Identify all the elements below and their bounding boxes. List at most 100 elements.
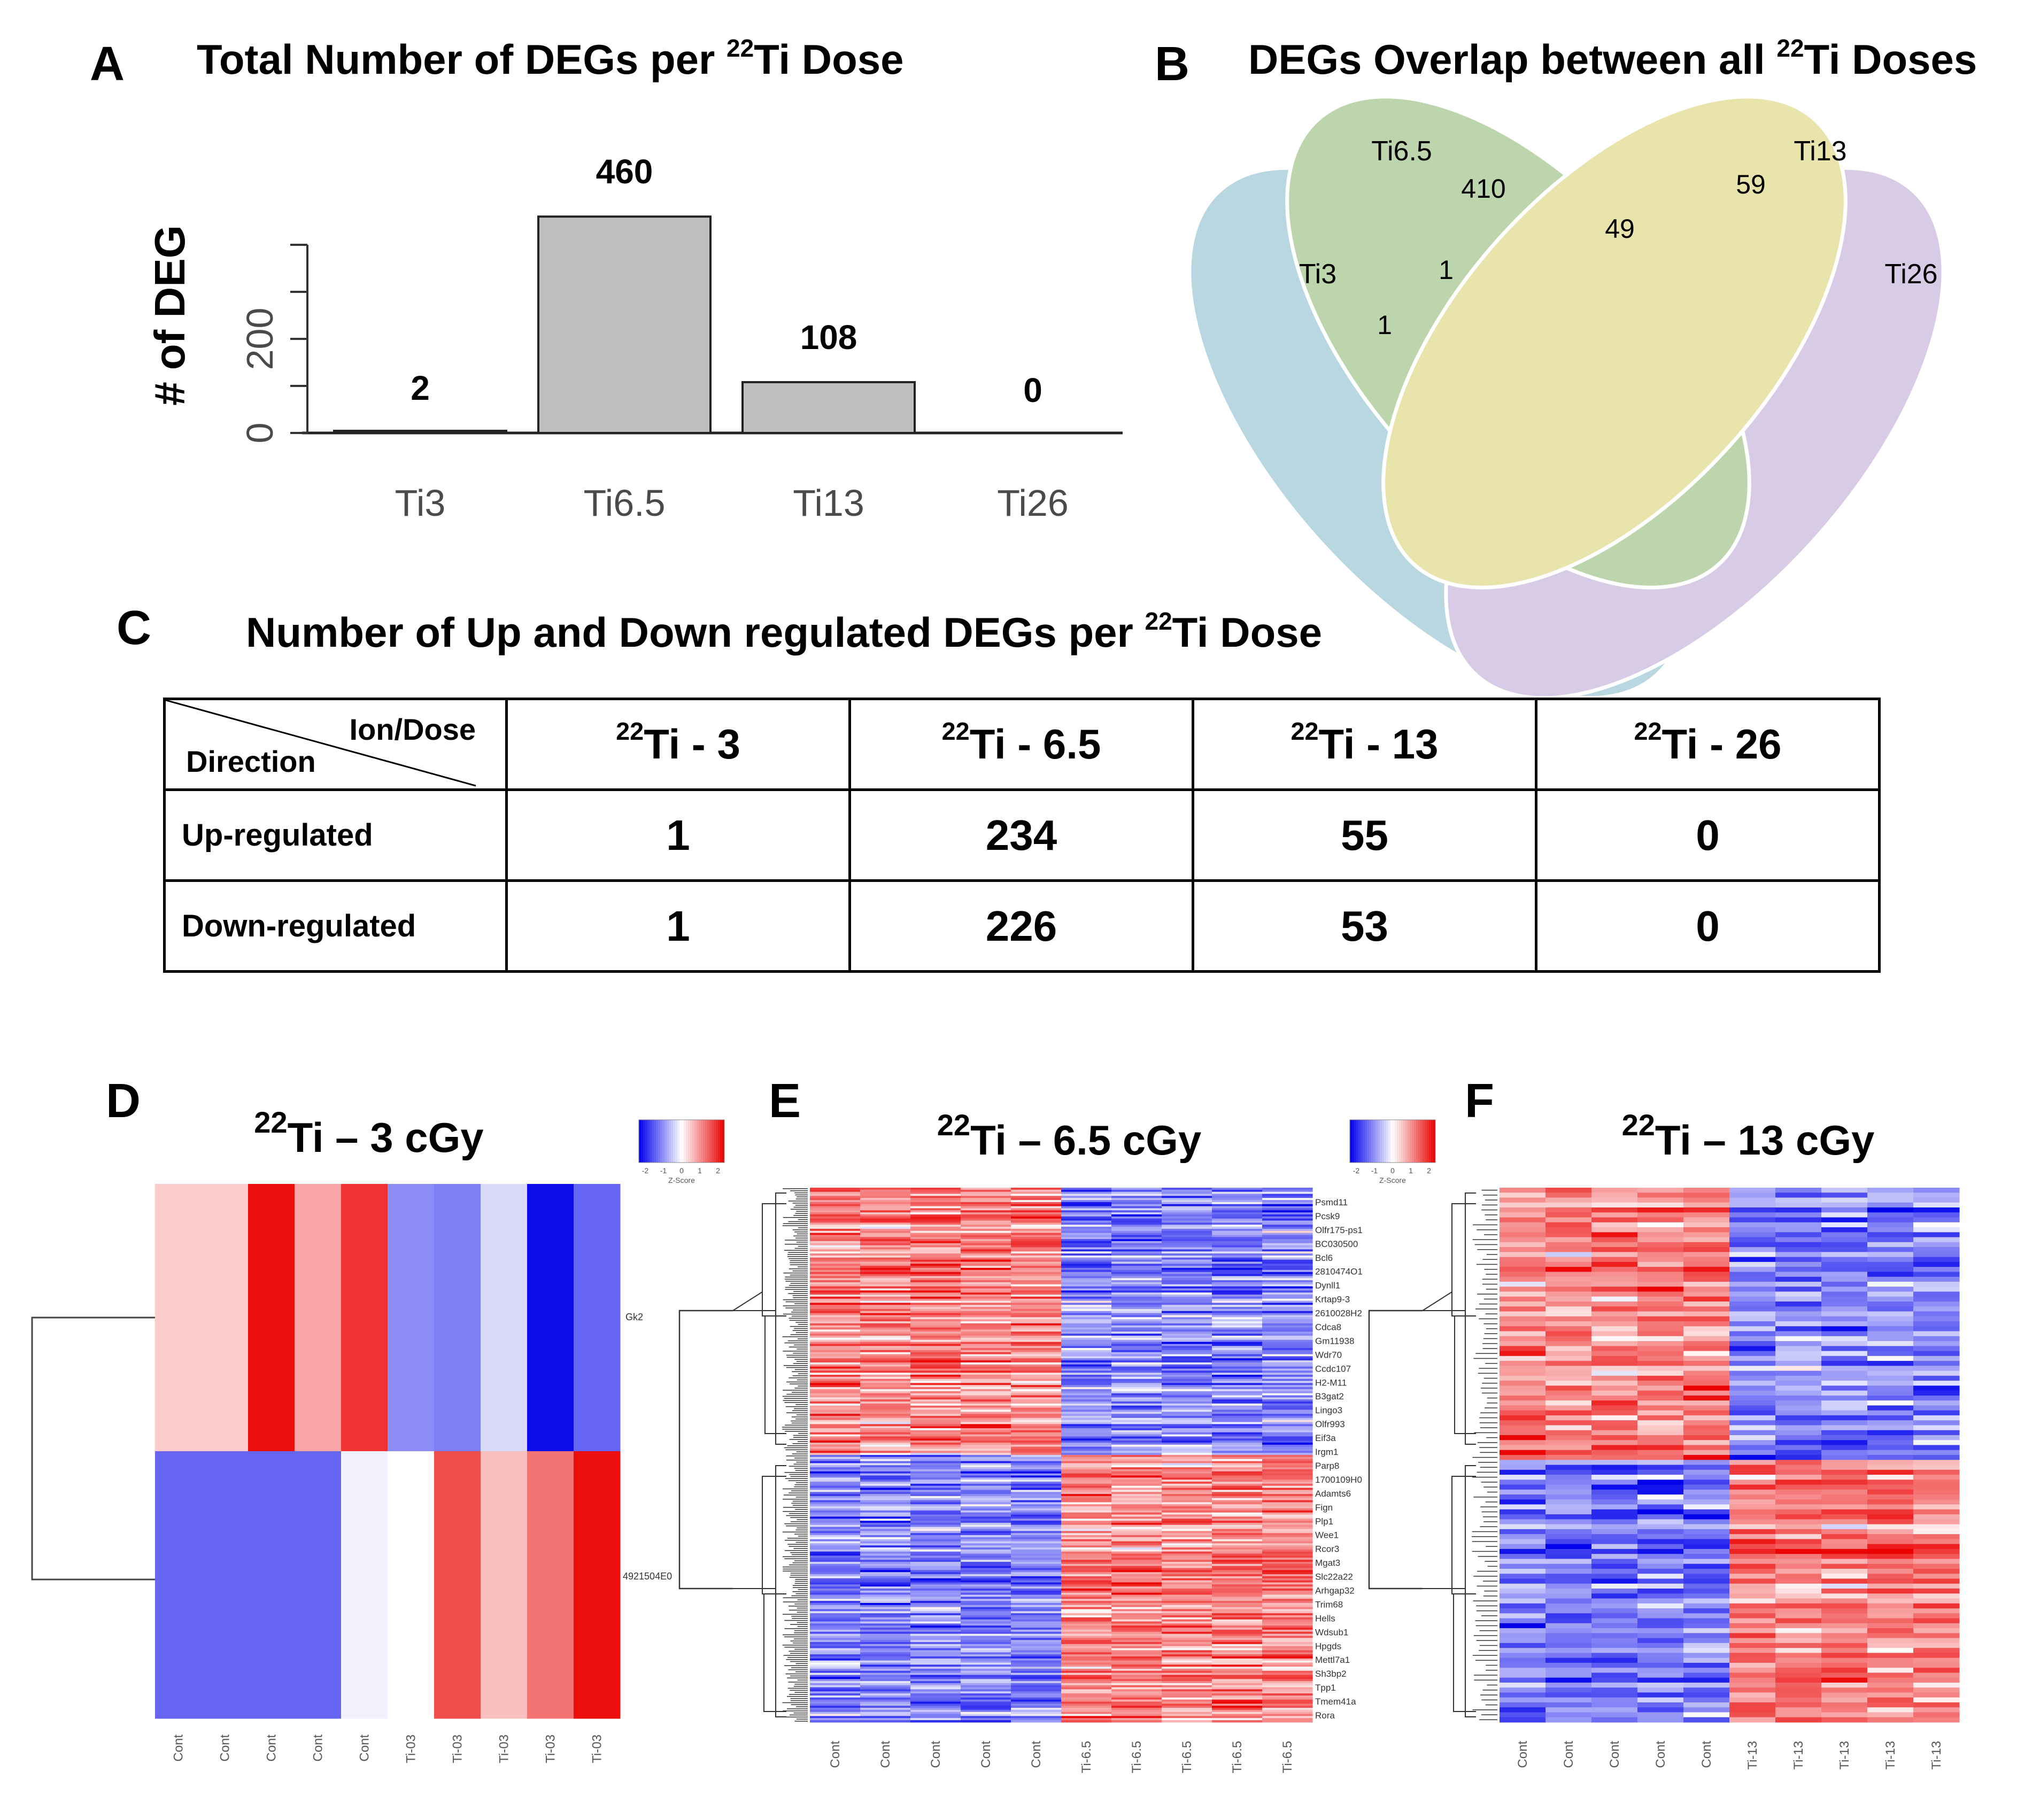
heatmap-cell xyxy=(961,1516,1011,1519)
heatmap-cell xyxy=(1212,1331,1263,1334)
heatmap-cell xyxy=(860,1337,911,1341)
heatmap-cell xyxy=(1262,1356,1313,1359)
heatmap-cell xyxy=(1212,1631,1263,1635)
heatmap-cell xyxy=(1162,1537,1212,1540)
heatmap-cell xyxy=(1500,1504,1546,1510)
heatmap-cell xyxy=(1262,1295,1313,1297)
heatmap-cell xyxy=(910,1251,961,1254)
dendrogram-branch xyxy=(762,1476,786,1594)
heatmap-cell xyxy=(1775,1717,1822,1723)
heatmap-cell xyxy=(1683,1559,1730,1565)
heatmap-cell xyxy=(1821,1583,1868,1589)
heatmap-cell xyxy=(1111,1264,1162,1266)
heatmap-cell xyxy=(810,1500,861,1503)
heatmap-cell xyxy=(1212,1204,1263,1207)
heatmap-cell xyxy=(1162,1407,1212,1410)
heatmap-cell xyxy=(1111,1325,1162,1328)
heatmap-cell xyxy=(1867,1687,1914,1693)
heatmap-cell xyxy=(1061,1461,1112,1463)
heatmap-cell xyxy=(961,1422,1011,1424)
heatmap-cell xyxy=(1111,1708,1162,1710)
heatmap-cell xyxy=(1061,1701,1112,1704)
heatmap-cell xyxy=(1061,1609,1112,1612)
heatmap-cell xyxy=(860,1609,911,1612)
heatmap-cell xyxy=(1545,1469,1592,1475)
gene-label: 1700109H0 xyxy=(1315,1475,1362,1485)
heatmap-cell xyxy=(1111,1430,1162,1433)
heatmap-cell xyxy=(860,1490,911,1492)
heatmap-cell xyxy=(910,1241,961,1244)
heatmap-cell xyxy=(860,1648,911,1651)
heatmap-cell xyxy=(1061,1539,1112,1542)
heatmap-cell xyxy=(961,1562,1011,1565)
heatmap-cell xyxy=(1061,1214,1112,1217)
heatmap-cell xyxy=(961,1317,1011,1320)
heatmap-cell xyxy=(910,1373,961,1375)
heatmap-cell xyxy=(1061,1331,1112,1334)
heatmap-cell xyxy=(1867,1559,1914,1565)
heatmap-cell xyxy=(1262,1407,1313,1410)
heatmap-cell xyxy=(1500,1272,1546,1277)
heatmap-cell xyxy=(1061,1521,1112,1523)
heatmap-cell xyxy=(1262,1605,1313,1608)
panel-letter-e: E xyxy=(769,1074,801,1128)
heatmap-cell xyxy=(1262,1697,1313,1700)
heatmap-cell xyxy=(1913,1484,1960,1490)
heatmap-cell xyxy=(910,1602,961,1606)
column-label: Ti-03 xyxy=(544,1734,558,1763)
heatmap-cell xyxy=(860,1477,911,1480)
heatmap-cell xyxy=(1111,1395,1162,1398)
heatmap-cell xyxy=(910,1198,961,1201)
heatmap-cell xyxy=(1637,1469,1684,1475)
heatmap-cell xyxy=(1729,1192,1776,1198)
heatmap-cell xyxy=(810,1403,861,1406)
heatmap-cell xyxy=(1729,1494,1776,1500)
heatmap-cell xyxy=(1212,1442,1263,1445)
heatmap-cell xyxy=(860,1385,911,1388)
heatmap-cell xyxy=(1111,1529,1162,1531)
heatmap-cell xyxy=(1011,1578,1062,1581)
heatmap-cell xyxy=(1162,1360,1212,1363)
deg-direction-table: Ion/Dose Direction 22Ti - 3 22Ti - 6.5 2… xyxy=(163,698,1881,973)
heatmap-cell xyxy=(810,1697,861,1700)
heatmap-cell xyxy=(1011,1442,1062,1445)
heatmap-cell xyxy=(1212,1590,1263,1593)
heatmap-cell xyxy=(1867,1291,1914,1297)
heatmap-cell xyxy=(1683,1593,1730,1599)
heatmap-cell xyxy=(1061,1295,1112,1297)
dendrogram-branch xyxy=(1465,1465,1476,1717)
heatmap-cell xyxy=(1061,1664,1112,1667)
heatmap-cell xyxy=(1591,1717,1638,1723)
heatmap-cell xyxy=(810,1317,861,1320)
heatmap-cell xyxy=(1061,1272,1112,1275)
heatmap-cell xyxy=(1111,1714,1162,1717)
heatmap-cell xyxy=(1162,1613,1212,1616)
heatmap-cell xyxy=(1683,1242,1730,1248)
column-label: Cont xyxy=(1516,1741,1530,1768)
heatmap-cell xyxy=(910,1699,961,1702)
heatmap-cell xyxy=(1500,1435,1546,1440)
heatmap-cell xyxy=(1683,1623,1730,1629)
heatmap-cell xyxy=(1111,1451,1162,1453)
heatmap-cell xyxy=(1913,1272,1960,1277)
gene-label: Ccdc107 xyxy=(1315,1364,1351,1374)
heatmap-cell xyxy=(1262,1364,1313,1367)
heatmap-cell xyxy=(1591,1603,1638,1609)
heatmap-cell xyxy=(860,1307,911,1310)
heatmap-cell xyxy=(910,1292,961,1295)
heatmap-cell xyxy=(860,1352,911,1355)
heatmap-cell xyxy=(1637,1435,1684,1440)
heatmap-cell xyxy=(1111,1409,1162,1412)
heatmap-cell xyxy=(961,1695,1011,1698)
heatmap-cell xyxy=(1162,1699,1212,1702)
heatmap-cell xyxy=(1212,1300,1263,1303)
heatmap-cell xyxy=(1867,1326,1914,1332)
heatmap-cell xyxy=(1011,1321,1062,1324)
heatmap-cell xyxy=(1545,1425,1592,1431)
column-label: Ti-6.5 xyxy=(1230,1741,1245,1773)
heatmap-cell xyxy=(1729,1480,1776,1485)
heatmap-cell xyxy=(860,1654,911,1657)
heatmap-cell xyxy=(1212,1397,1263,1400)
heatmap-cell xyxy=(1111,1485,1162,1489)
heatmap-cell xyxy=(1162,1582,1212,1585)
